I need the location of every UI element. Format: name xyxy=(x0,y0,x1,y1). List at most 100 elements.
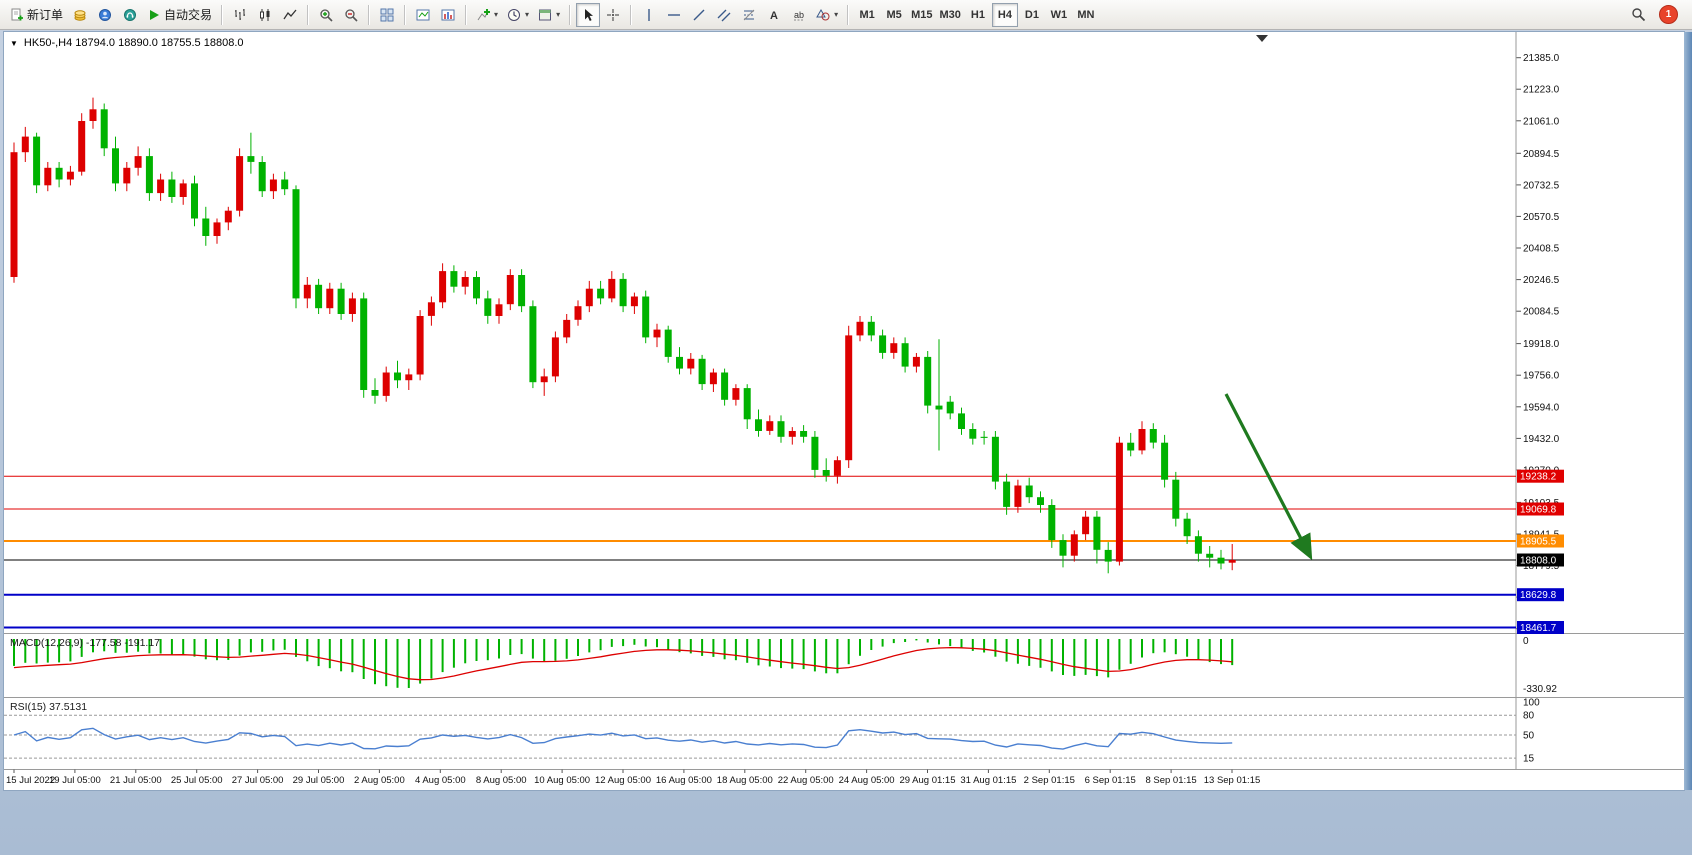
zoom-out-button[interactable] xyxy=(339,3,363,27)
timeframe-m30[interactable]: M30 xyxy=(937,3,964,27)
svg-text:6 Sep 01:15: 6 Sep 01:15 xyxy=(1085,775,1136,786)
svg-text:0: 0 xyxy=(1523,636,1529,647)
deposit-button[interactable] xyxy=(68,3,92,27)
shapes-button[interactable]: ▾ xyxy=(812,3,842,27)
svg-text:10 Aug 05:00: 10 Aug 05:00 xyxy=(534,775,590,786)
trendline-button[interactable] xyxy=(687,3,711,27)
text-icon: A xyxy=(770,10,778,22)
price-tag: 19069.8 xyxy=(1517,502,1564,516)
auto-trading-button[interactable]: 自动交易 xyxy=(143,3,216,27)
add-indicator-icon xyxy=(477,8,491,20)
candles xyxy=(10,97,1236,574)
svg-text:13 Sep 01:15: 13 Sep 01:15 xyxy=(1204,775,1261,786)
chart-background xyxy=(4,32,1684,790)
periods-clock-icon xyxy=(508,8,521,21)
svg-text:21385.0: 21385.0 xyxy=(1523,53,1560,64)
svg-text:21 Jul 05:00: 21 Jul 05:00 xyxy=(110,775,162,786)
svg-text:16 Aug 05:00: 16 Aug 05:00 xyxy=(656,775,712,786)
notification-badge[interactable]: 1 xyxy=(1659,5,1678,24)
svg-text:8 Sep 01:15: 8 Sep 01:15 xyxy=(1145,775,1196,786)
timeframe-m1[interactable]: M1 xyxy=(854,3,880,27)
dropdown-caret: ▾ xyxy=(556,10,561,19)
svg-text:20894.5: 20894.5 xyxy=(1523,149,1560,160)
navigator-button[interactable] xyxy=(436,3,460,27)
svg-text:29 Jul 05:00: 29 Jul 05:00 xyxy=(293,775,345,786)
svg-text:18808.0: 18808.0 xyxy=(1520,556,1557,567)
support-icon xyxy=(124,8,137,21)
toolbar-separator xyxy=(465,4,468,25)
periods-button[interactable]: ▾ xyxy=(503,3,533,27)
tile-windows-button[interactable] xyxy=(375,3,399,27)
macd-signal-line xyxy=(13,646,1233,681)
svg-text:19756.0: 19756.0 xyxy=(1523,371,1560,382)
svg-text:8 Aug 05:00: 8 Aug 05:00 xyxy=(476,775,527,786)
timeframe-m15[interactable]: M15 xyxy=(908,3,935,27)
cursor-button[interactable] xyxy=(576,2,601,27)
search-icon xyxy=(1631,8,1645,22)
svg-text:19 Jul 05:00: 19 Jul 05:00 xyxy=(49,775,101,786)
horizontal-line-icon xyxy=(668,13,681,16)
timeframe-d1[interactable]: D1 xyxy=(1019,3,1045,27)
svg-text:100: 100 xyxy=(1523,698,1540,709)
trend-arrow[interactable] xyxy=(1224,393,1313,561)
vertical-line-icon xyxy=(648,8,650,21)
line-chart-icon xyxy=(283,9,297,19)
svg-text:20246.5: 20246.5 xyxy=(1523,275,1560,286)
data-window-button[interactable] xyxy=(411,3,435,27)
timeframe-h4[interactable]: H4 xyxy=(991,2,1018,27)
svg-text:18629.8: 18629.8 xyxy=(1520,590,1557,601)
svg-text:20084.5: 20084.5 xyxy=(1523,307,1560,318)
timeframe-m5[interactable]: M5 xyxy=(881,3,907,27)
channel-button[interactable] xyxy=(712,3,736,27)
new-order-label: 新订单 xyxy=(27,8,64,22)
dropdown-caret: ▾ xyxy=(525,10,530,19)
tile-windows-icon xyxy=(380,8,394,21)
main-toolbar: 新订单 自动交易 ▾ xyxy=(0,0,1692,30)
fibonacci-button[interactable] xyxy=(737,3,761,27)
new-order-button[interactable]: 新订单 xyxy=(6,3,67,27)
svg-text:2 Aug 05:00: 2 Aug 05:00 xyxy=(354,775,405,786)
svg-text:-330.92: -330.92 xyxy=(1523,684,1557,695)
search-button[interactable] xyxy=(1626,3,1650,27)
toolbar-separator xyxy=(569,4,572,25)
zoom-in-button[interactable] xyxy=(314,3,338,27)
community-button[interactable] xyxy=(93,3,117,27)
horizontal-line-button[interactable] xyxy=(662,3,686,27)
auto-trading-label: 自动交易 xyxy=(164,8,213,22)
svg-text:4 Aug 05:00: 4 Aug 05:00 xyxy=(415,775,466,786)
data-window-icon xyxy=(416,9,430,20)
text-button[interactable]: A xyxy=(762,3,786,27)
fibonacci-icon xyxy=(743,9,755,20)
crosshair-button[interactable] xyxy=(601,3,625,27)
timeframe-mn[interactable]: MN xyxy=(1073,3,1099,27)
toolbar-separator xyxy=(847,4,850,25)
vertical-line-button[interactable] xyxy=(637,3,661,27)
add-indicator-button[interactable]: ▾ xyxy=(472,3,502,27)
svg-text:18461.7: 18461.7 xyxy=(1520,623,1557,634)
price-chart[interactable]: 21385.0 21223.0 21061.0 20894.5 20732.5 20570… xyxy=(4,32,1684,790)
svg-text:15: 15 xyxy=(1523,754,1535,765)
new-order-icon xyxy=(11,8,23,20)
svg-text:19069.8: 19069.8 xyxy=(1520,505,1557,516)
svg-text:15 Jul 2022: 15 Jul 2022 xyxy=(6,775,55,786)
text-label-button[interactable]: ab xyxy=(787,3,811,27)
price-tag: 19238.2 xyxy=(1517,469,1564,483)
price-tag: 18808.0 xyxy=(1517,553,1564,567)
macd-axis: 0 -330.92 xyxy=(1523,636,1557,695)
svg-text:ab: ab xyxy=(794,10,804,20)
toolbar-separator xyxy=(404,4,407,25)
bar-chart-button[interactable] xyxy=(228,3,252,27)
candlestick-icon xyxy=(260,8,270,21)
line-chart-button[interactable] xyxy=(278,3,302,27)
support-button[interactable] xyxy=(118,3,142,27)
svg-text:19594.0: 19594.0 xyxy=(1523,402,1560,413)
chart-shift-marker[interactable] xyxy=(1256,35,1268,42)
timeframe-w1[interactable]: W1 xyxy=(1046,3,1072,27)
one-click-trading-toggle[interactable]: ▼ xyxy=(10,38,18,48)
candlestick-button[interactable] xyxy=(253,3,277,27)
svg-text:18905.5: 18905.5 xyxy=(1520,537,1557,548)
templates-button[interactable]: ▾ xyxy=(534,3,564,27)
timeframe-h1[interactable]: H1 xyxy=(965,3,991,27)
toolbar-separator xyxy=(630,4,633,25)
svg-text:21223.0: 21223.0 xyxy=(1523,85,1560,96)
